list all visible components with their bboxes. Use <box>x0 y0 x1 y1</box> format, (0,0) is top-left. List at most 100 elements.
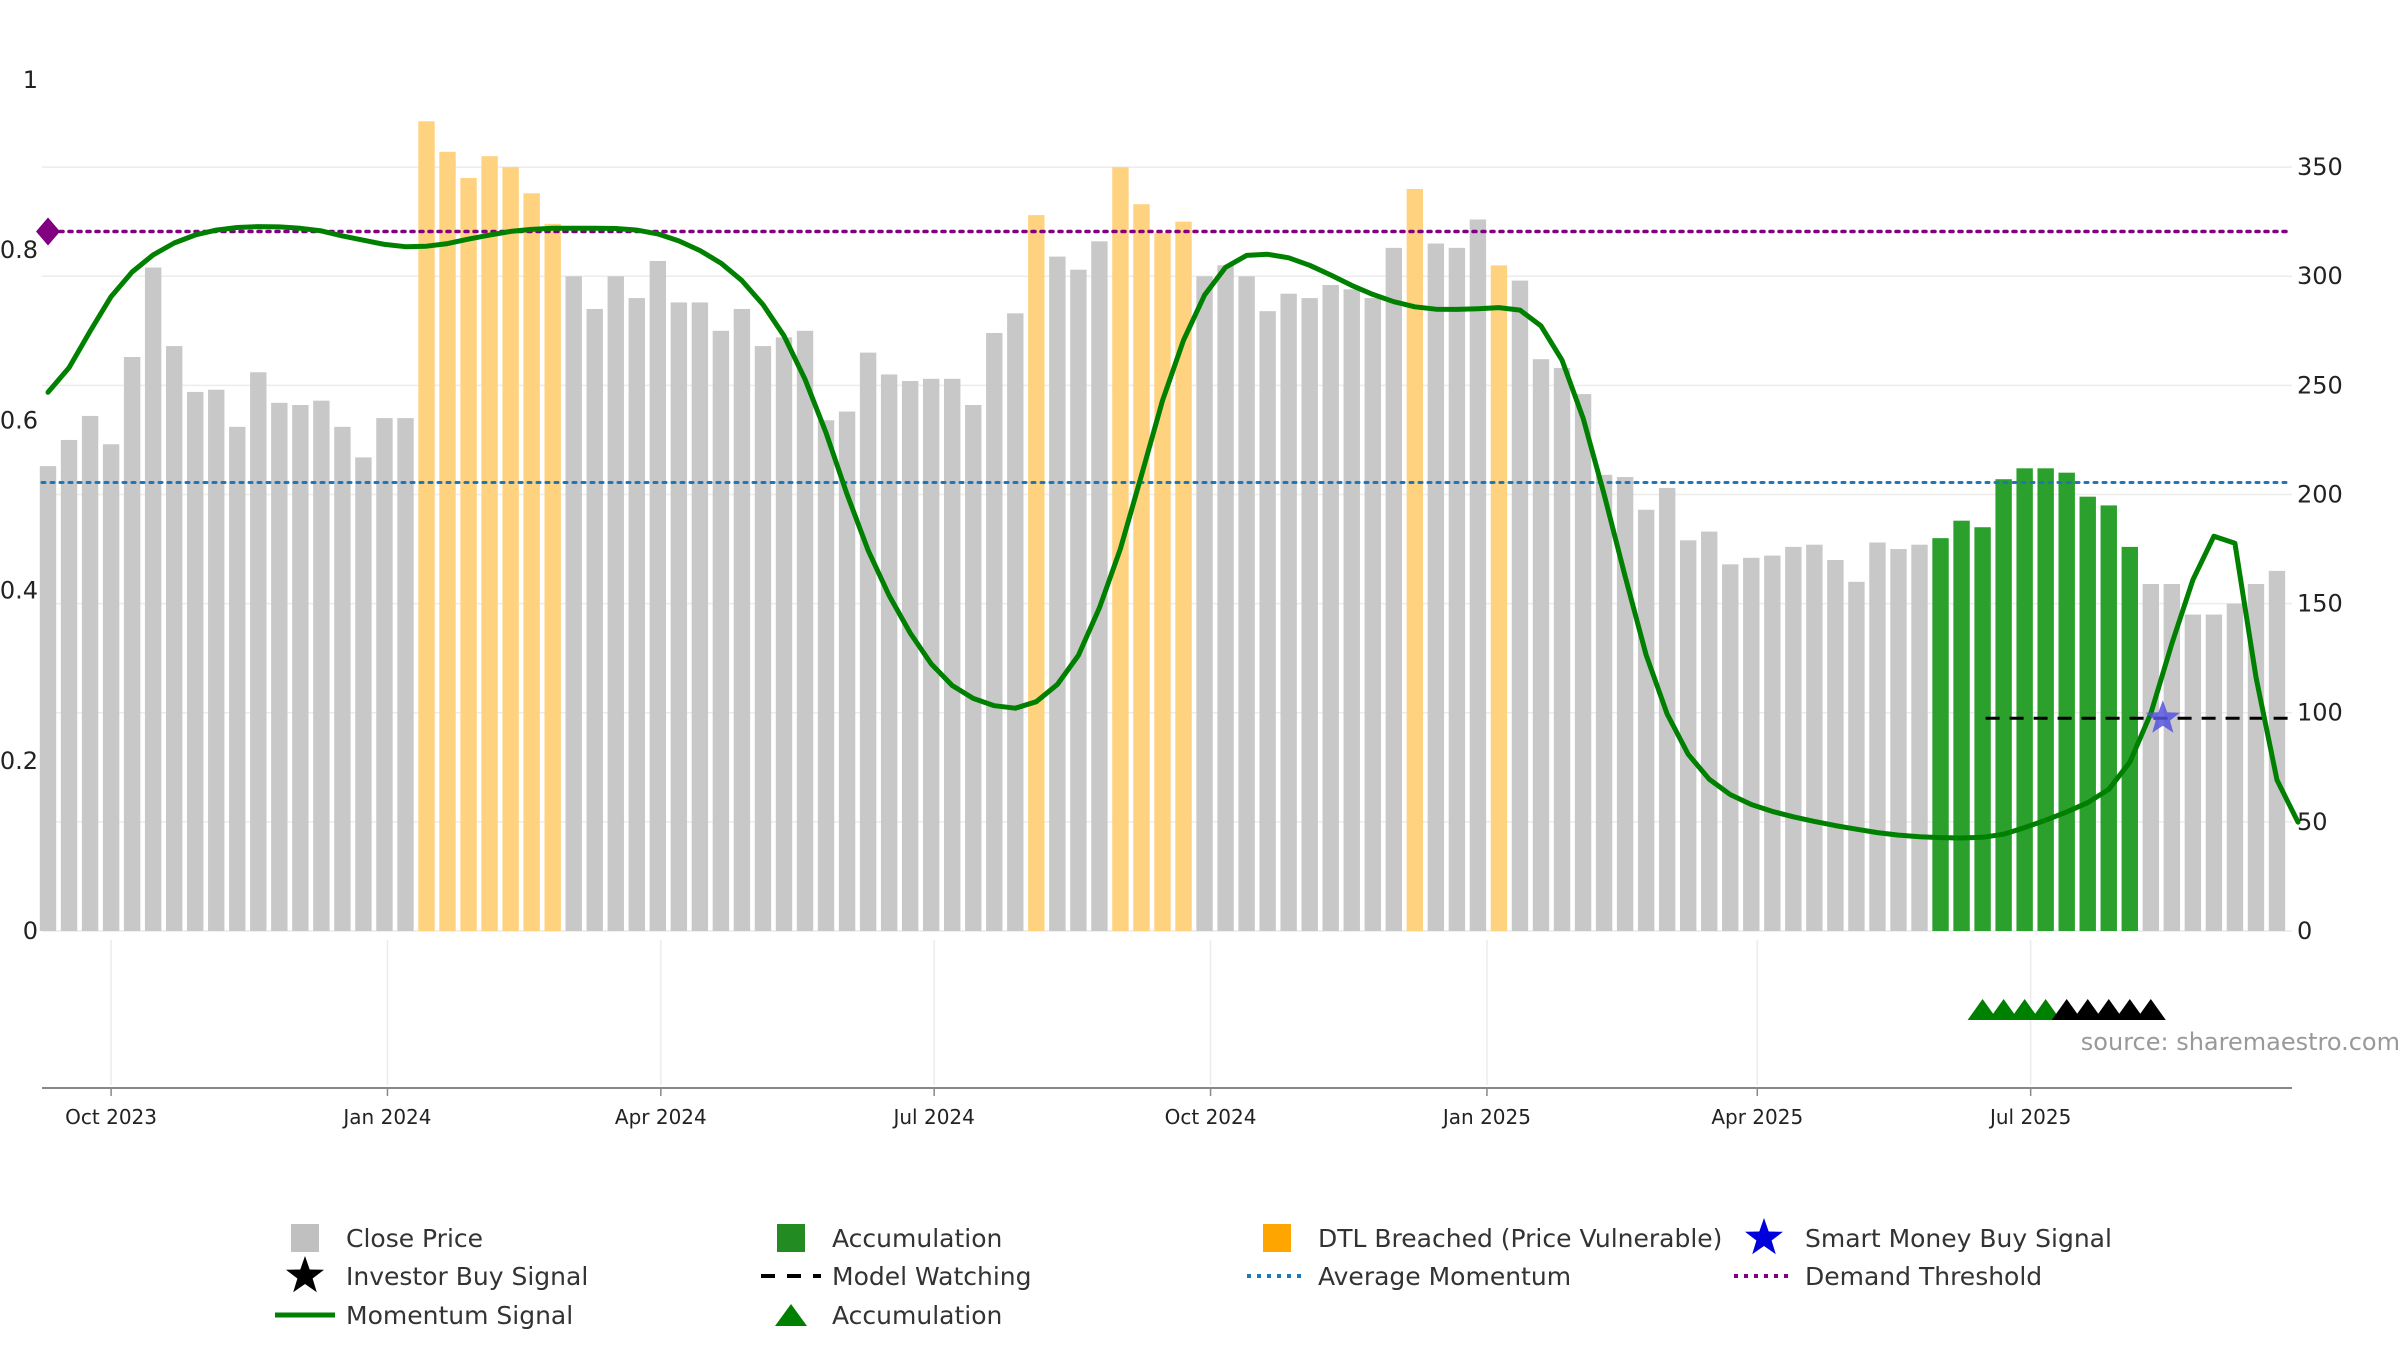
close-price-bar <box>1785 546 1802 931</box>
dtl-breached-bar <box>481 156 498 931</box>
close-price-bar <box>1049 256 1066 931</box>
close-price-bar <box>313 400 330 931</box>
close-price-bar <box>1259 311 1276 931</box>
close-price-bar <box>986 332 1003 931</box>
accumulation-triangle <box>1988 999 2019 1020</box>
x-tick-label: Oct 2024 <box>1165 1105 1257 1129</box>
legend-item-momentum: Momentum Signal <box>275 1301 573 1330</box>
close-price-bar <box>2184 614 2202 931</box>
close-price-bar <box>2268 570 2286 931</box>
close-price-bar <box>2163 583 2181 931</box>
accumulation-bar <box>1932 538 1949 931</box>
legend-item-accum_tri: Accumulation <box>775 1301 1002 1330</box>
investor-buy-triangle <box>2135 999 2166 1020</box>
close-price-bar <box>102 444 120 931</box>
accumulation-bar <box>2121 546 2138 931</box>
close-price-bar <box>1238 276 1255 931</box>
accumulation-bar <box>2079 496 2096 931</box>
legend-label: Accumulation <box>832 1224 1002 1253</box>
close-price-bar <box>187 391 204 931</box>
close-price-bar <box>355 457 372 931</box>
close-price-bar <box>628 298 645 931</box>
legend-square-swatch <box>777 1224 805 1252</box>
close-price-bar <box>208 389 225 931</box>
legend-label: DTL Breached (Price Vulnerable) <box>1318 1224 1722 1253</box>
close-price-bar <box>2205 614 2223 931</box>
close-price-bar <box>1553 367 1571 931</box>
close-price-bar <box>1743 557 1760 931</box>
legend-item-average: Average Momentum <box>1247 1262 1571 1291</box>
close-price-bar <box>859 352 877 931</box>
legend-item-watching: Model Watching <box>761 1262 1032 1291</box>
close-price-bar <box>271 402 288 931</box>
axes: Oct 2023 Jan 2024 Apr 2024 Jul 2024 Oct 2024… <box>0 66 2343 1129</box>
signal-markers <box>36 217 2180 1020</box>
close-price-bar <box>1637 509 1655 931</box>
legend: Close Price Accumulation DTL Breached (Pri… <box>275 1218 2112 1330</box>
close-price-bar <box>1532 359 1550 932</box>
dtl-breached-bar <box>1133 204 1150 932</box>
accumulation-triangle <box>2030 999 2061 1020</box>
close-price-bar <box>1722 564 1739 931</box>
legend-square-swatch <box>291 1224 319 1252</box>
dtl-breached-bar <box>1406 188 1424 931</box>
close-price-bar <box>2247 583 2265 931</box>
close-price-bar <box>1595 474 1613 931</box>
close-price-bar <box>81 415 99 932</box>
right-tick-label: 150 <box>2297 590 2343 618</box>
legend-triangle-icon <box>775 1304 807 1326</box>
close-price-bar <box>1511 280 1529 931</box>
x-tick-label: Apr 2024 <box>615 1105 707 1129</box>
dtl-breached-bar <box>523 193 540 932</box>
close-price-bar <box>229 426 246 931</box>
right-tick-label: 350 <box>2297 153 2343 181</box>
dtl-breached-bar <box>1490 265 1508 931</box>
close-price-bar <box>607 276 624 931</box>
legend-label: Close Price <box>346 1224 483 1253</box>
right-tick-label: 250 <box>2297 371 2343 399</box>
close-price-bar <box>565 276 582 931</box>
legend-item-demand: Demand Threshold <box>1734 1262 2042 1291</box>
close-price-bar <box>334 426 351 931</box>
right-tick-label: 300 <box>2297 262 2343 290</box>
dtl-breached-bar <box>544 223 561 931</box>
close-price-bar <box>1764 555 1781 931</box>
demand-diamond-marker <box>36 217 61 246</box>
close-price-bar <box>733 308 751 931</box>
close-price-bar <box>775 337 793 932</box>
legend-label: Smart Money Buy Signal <box>1805 1224 2112 1253</box>
close-price-bar <box>712 330 730 931</box>
close-price-bar <box>1280 293 1297 932</box>
close-price-bar <box>2226 603 2244 931</box>
dtl-breached-bar <box>502 167 519 931</box>
right-tick-label: 100 <box>2297 699 2343 727</box>
investor-buy-triangle <box>2072 999 2103 1020</box>
close-price-bar <box>796 330 814 931</box>
accumulation-triangle <box>1967 999 1998 1020</box>
close-price-bar <box>922 378 940 931</box>
dtl-breached-bar <box>418 121 435 932</box>
legend-label: Momentum Signal <box>346 1301 573 1330</box>
x-tick-label: Oct 2023 <box>65 1105 157 1129</box>
close-price-bar <box>1701 531 1718 931</box>
dtl-breached-bar <box>1154 232 1171 932</box>
accumulation-bar <box>1953 520 1970 931</box>
legend-item-close: Close Price <box>291 1224 483 1253</box>
close-price-bar <box>1827 559 1844 931</box>
right-tick-label: 50 <box>2297 808 2328 836</box>
close-price-bar <box>1322 284 1339 931</box>
legend-square-swatch <box>1263 1224 1291 1252</box>
accumulation-bar <box>2058 472 2075 931</box>
accumulation-bar <box>2037 468 2054 931</box>
smart-money-buy-star <box>2145 700 2180 733</box>
close-price-bar <box>965 405 982 932</box>
left-tick-label: 0.6 <box>0 406 38 434</box>
momentum-signal-line <box>45 224 2301 841</box>
close-price-bar <box>123 356 141 931</box>
close-price-bar <box>1385 247 1403 931</box>
close-price-bar <box>691 302 709 931</box>
price-bars <box>39 121 2286 932</box>
legend-label: Accumulation <box>832 1301 1002 1330</box>
close-price-bar <box>39 466 57 931</box>
accumulation-bar <box>1995 479 2012 931</box>
